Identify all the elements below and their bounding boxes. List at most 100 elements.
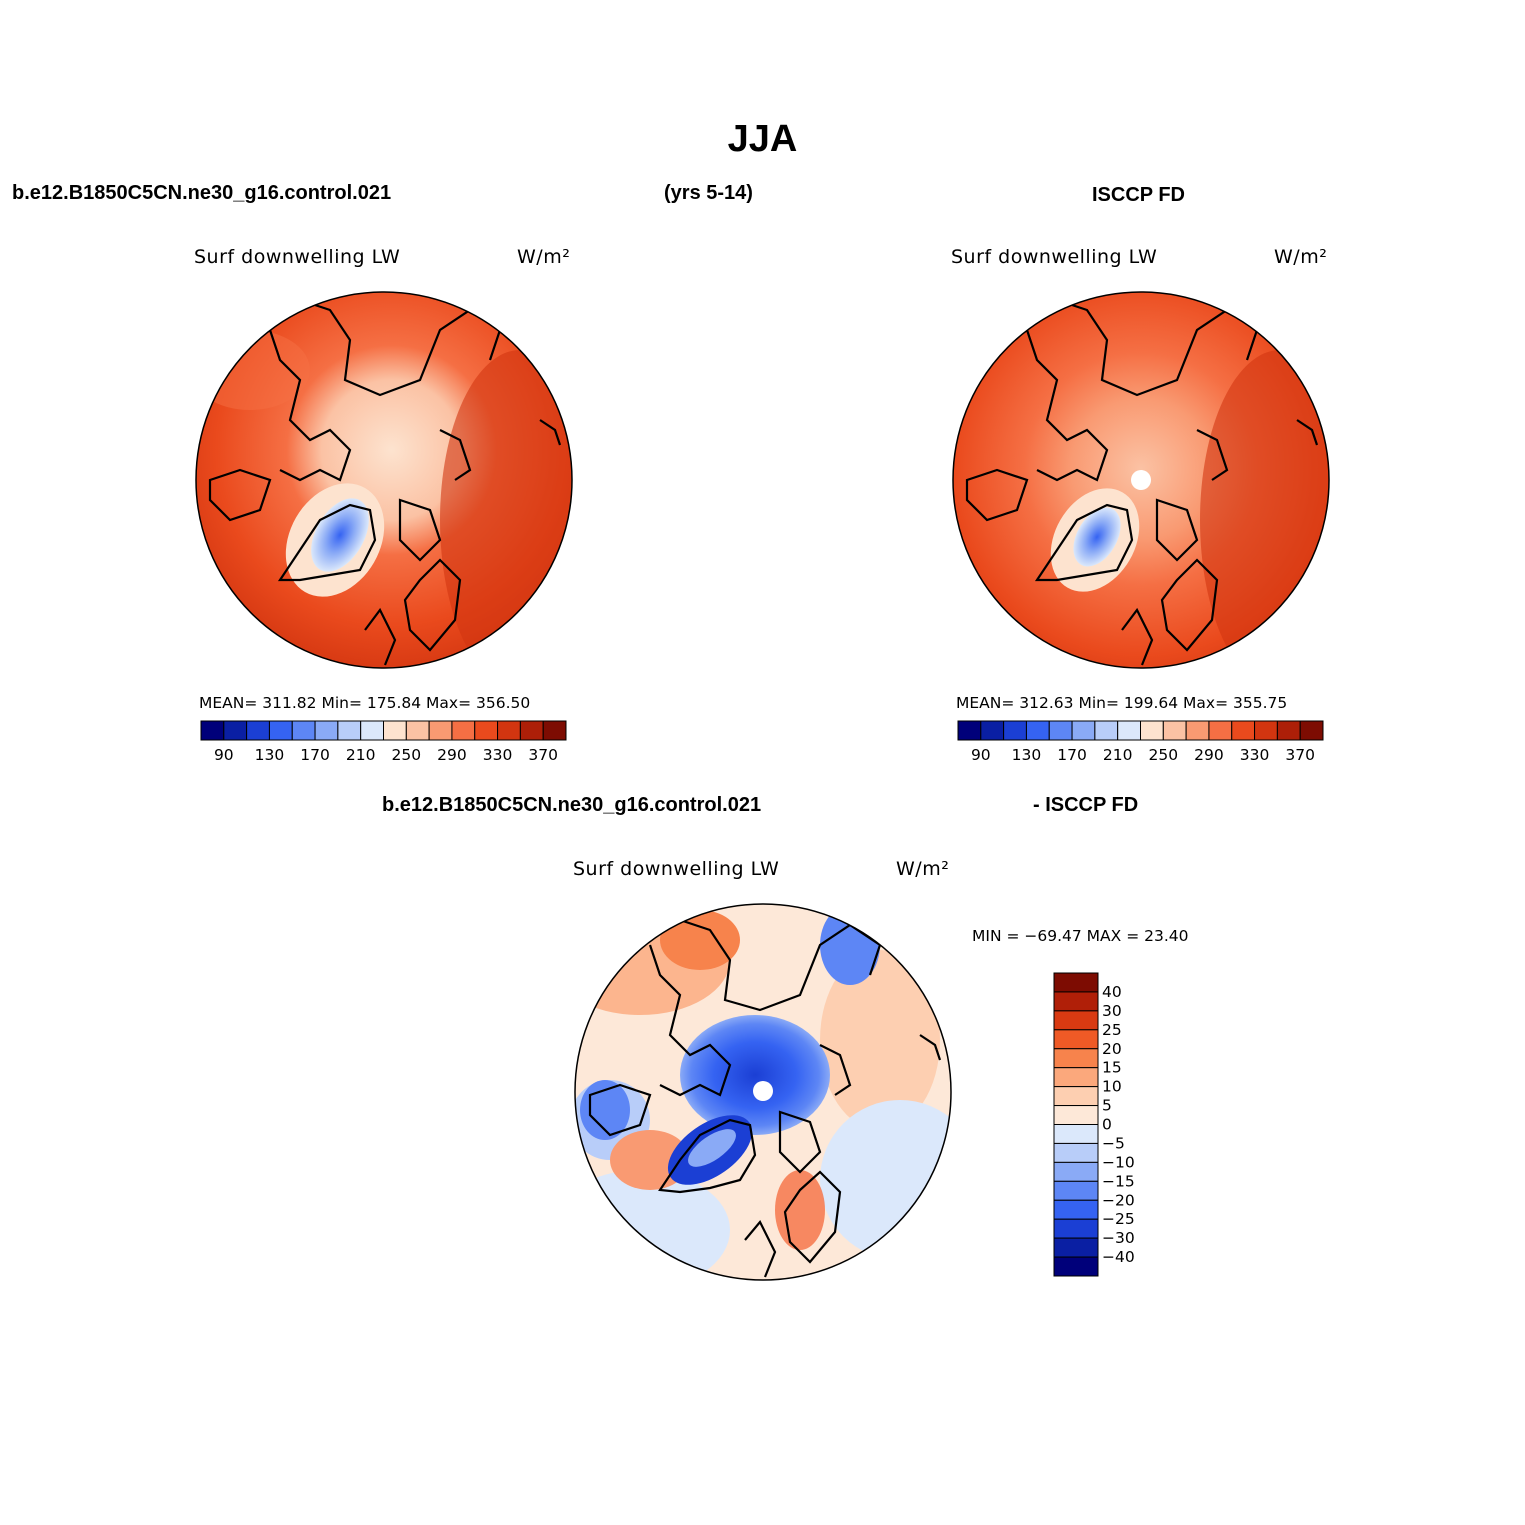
case-name-label: b.e12.B1850C5CN.ne30_g16.control.021 (12, 182, 392, 204)
diff-case-label: b.e12.B1850C5CN.ne30_g16.control.021 (382, 794, 762, 816)
panel1-colorbar-swatch (337, 720, 362, 741)
panel1-stats: MEAN= 311.82 Min= 175.84 Max= 356.50 (199, 694, 531, 712)
diff-colorbar-tick-label: −40 (1102, 1248, 1135, 1266)
panel1-colorbar-swatch (223, 720, 248, 741)
panel2-colorbar-swatch (1208, 720, 1233, 741)
panel2-colorbar-swatch (1025, 720, 1050, 741)
panel2-colorbar-swatch (1299, 720, 1324, 741)
panel2-colorbar: 90 130 170 210 250 290 330 370 (957, 720, 1324, 764)
panel1-colorbar-swatch (474, 720, 499, 741)
panel2-colorbar-swatch (1003, 720, 1027, 741)
diff-colorbar-swatch (1053, 1218, 1099, 1239)
panel2-colorbar-swatch (1231, 720, 1256, 741)
diff-colorbar-swatch (1053, 1105, 1099, 1125)
panel2-colorbar-swatch (1254, 720, 1278, 741)
diff-obs-label: - ISCCP FD (1033, 794, 1139, 816)
panel2-stats: MEAN= 312.63 Min= 199.64 Max= 355.75 (956, 694, 1288, 712)
diff-colorbar-tick-label: 40 (1102, 983, 1122, 1001)
diff-colorbar-tick-label: −25 (1102, 1210, 1135, 1228)
panel2-colorbar-swatch (980, 720, 1005, 741)
diff-coastlines (588, 918, 942, 1278)
diff-colorbar-swatch (1053, 1199, 1099, 1220)
panel2-colorbar-swatch (1140, 720, 1164, 741)
panel1-colorbar-tick-label: 90 (214, 746, 234, 764)
diff-colorbar-tick-label: 25 (1102, 1021, 1122, 1039)
panel1-colorbar-swatch (428, 720, 453, 741)
pole-hole (1131, 470, 1151, 490)
panel2-colorbar-tick-label: 290 (1194, 746, 1224, 764)
diff-minmax: MIN = −69.47 MAX = 23.40 (972, 927, 1189, 945)
panel2-units: W/m² (1274, 246, 1328, 268)
panel2-colorbar-swatch (1071, 720, 1096, 741)
panel1-colorbar-swatch (383, 720, 407, 741)
diff-colorbar-tick-label: 15 (1102, 1059, 1122, 1077)
diff-colorbar-swatch (1053, 1161, 1099, 1182)
panel1-colorbar-tick-label: 330 (483, 746, 513, 764)
diff-colorbar-swatch (1053, 1142, 1099, 1163)
diff-colorbar-swatch (1053, 1124, 1099, 1144)
panel2-colorbar-swatch (1185, 720, 1210, 741)
diff-variable: Surf downwelling LW (573, 858, 780, 880)
diff-colorbar-swatch (1053, 991, 1099, 1012)
diff-colorbar-swatch (1053, 1010, 1099, 1031)
panel2-colorbar-swatch (957, 720, 982, 741)
diff-colorbar-tick-label: −15 (1102, 1172, 1135, 1190)
panel1-colorbar-tick-label: 250 (392, 746, 422, 764)
panel2-colorbar-tick-label: 330 (1240, 746, 1270, 764)
panel1-variable: Surf downwelling LW (194, 246, 401, 268)
panel2-colorbar-tick-label: 210 (1103, 746, 1133, 764)
panel2-colorbar-tick-label: 170 (1057, 746, 1087, 764)
diff-colorbar-tick-label: 0 (1102, 1116, 1112, 1134)
diff-map (574, 903, 952, 1281)
diff-colorbar-swatch (1053, 1256, 1099, 1277)
diff-colorbar-swatch (1053, 1086, 1099, 1107)
diff-colorbar-tick-label: −30 (1102, 1229, 1135, 1247)
diff-pole-hole (753, 1081, 773, 1101)
diff-colorbar-tick-label: 10 (1102, 1078, 1122, 1096)
panel2-colorbar-swatch (1162, 720, 1187, 741)
panel2-colorbar-swatch (1276, 720, 1301, 741)
panel2-colorbar-tick-label: 90 (971, 746, 991, 764)
panel1-colorbar-swatch (246, 720, 270, 741)
panel2-variable: Surf downwelling LW (951, 246, 1158, 268)
panel1-colorbar-swatch (542, 720, 567, 741)
diff-colorbar-swatch (1053, 972, 1099, 993)
panel1-colorbar-swatch (268, 720, 293, 741)
diff-colorbar-swatch (1053, 1029, 1099, 1050)
diff-colorbar-swatch (1053, 1048, 1099, 1069)
panel2-colorbar-swatch (1117, 720, 1141, 741)
panel1-colorbar-swatch (405, 720, 430, 741)
diff-colorbar-swatch (1053, 1180, 1099, 1201)
panel1-units: W/m² (517, 246, 571, 268)
diff-colorbar-swatch (1053, 1237, 1099, 1258)
panel1-map (195, 291, 573, 669)
panel1-colorbar-swatch (451, 720, 476, 741)
panel1-colorbar-tick-label: 170 (300, 746, 330, 764)
diff-colorbar-tick-label: 20 (1102, 1040, 1122, 1058)
panel2-colorbar-tick-label: 130 (1012, 746, 1042, 764)
panel2-colorbar-swatch (1094, 720, 1119, 741)
panel1-colorbar: 90 130 170 210 250 290 330 370 (200, 720, 567, 764)
panel1-colorbar-swatch (291, 720, 316, 741)
diff-colorbar-tick-label: −20 (1102, 1191, 1135, 1209)
years-label: (yrs 5-14) (664, 182, 753, 204)
diff-colorbar-swatch (1053, 1067, 1099, 1088)
panel1-colorbar-swatch (497, 720, 521, 741)
panel1-colorbar-swatch (519, 720, 544, 741)
page-title: JJA (727, 118, 798, 160)
panel1-colorbar-swatch (200, 720, 225, 741)
panel2-colorbar-swatch (1048, 720, 1073, 741)
diff-colorbar-tick-label: 5 (1102, 1097, 1112, 1115)
panel2-colorbar-tick-label: 250 (1149, 746, 1179, 764)
diff-colorbar-tick-label: −10 (1102, 1153, 1135, 1171)
panel1-colorbar-tick-label: 370 (528, 746, 558, 764)
panel2-colorbar-tick-label: 370 (1285, 746, 1315, 764)
panel1-colorbar-tick-label: 290 (437, 746, 467, 764)
obs-name-label: ISCCP FD (1092, 184, 1185, 206)
panel1-colorbar-swatch (360, 720, 384, 741)
panel2-map (952, 291, 1330, 669)
diff-colorbar-tick-label: −5 (1102, 1134, 1125, 1152)
panel1-colorbar-tick-label: 210 (346, 746, 376, 764)
